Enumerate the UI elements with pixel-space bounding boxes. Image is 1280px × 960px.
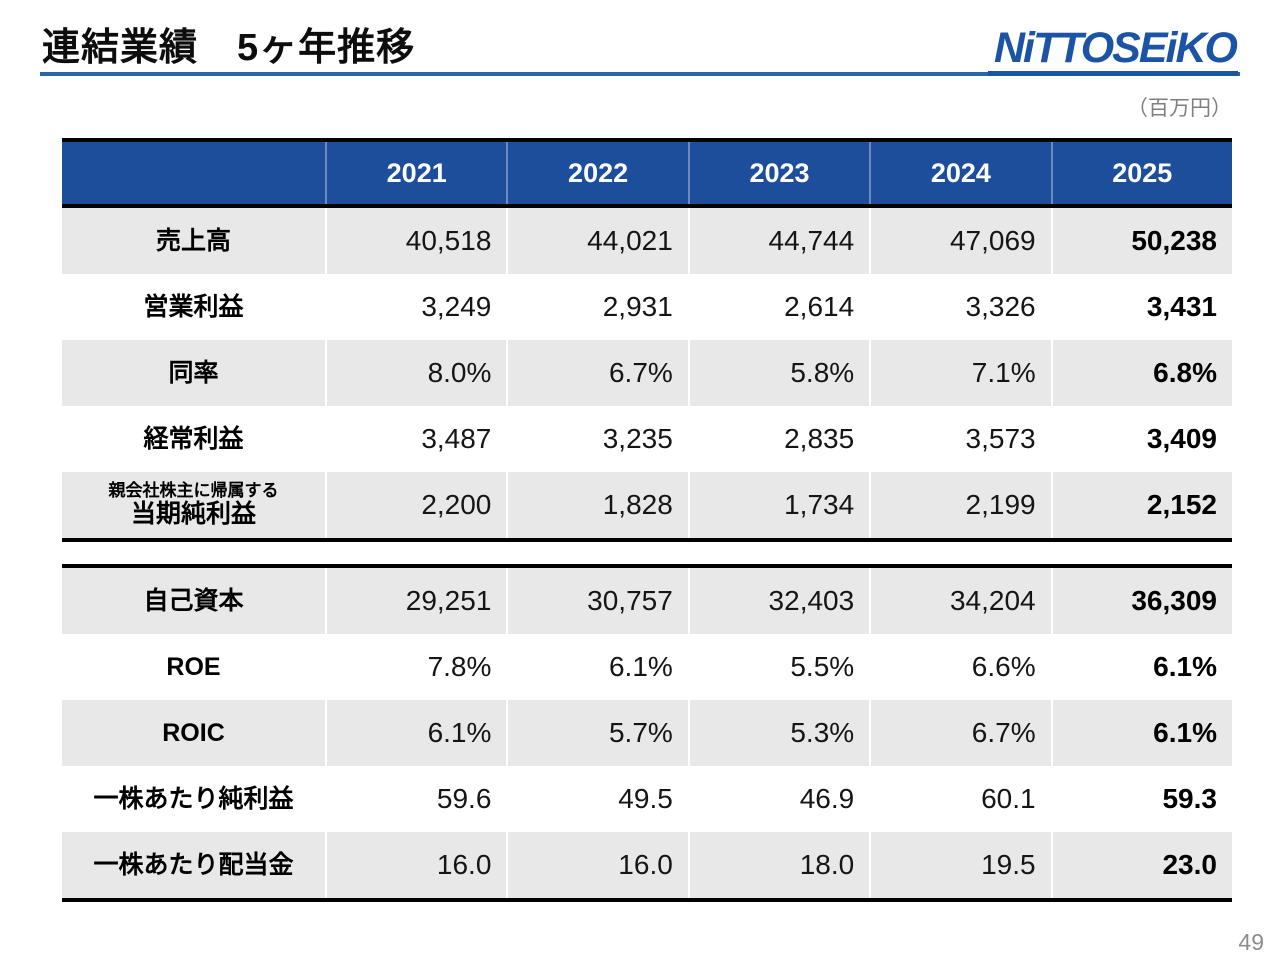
row-label-note: 親会社株主に帰属する (108, 480, 279, 500)
value-cell: 36,309 (1050, 568, 1232, 634)
row-label: 同率 (168, 358, 219, 387)
row-label: ROIC (162, 718, 225, 747)
row-label-main: 当期純利益 (130, 500, 256, 529)
table-row: 一株あたり純利益 59.6 49.5 46.9 60.1 59.3 (62, 766, 1232, 832)
table-row: 営業利益 3,249 2,931 2,614 3,326 3,431 (62, 274, 1232, 340)
slide-title: 連結業績 5ヶ年推移 (42, 27, 416, 69)
table-row: 一株あたり配当金 16.0 16.0 18.0 19.5 23.0 (62, 832, 1232, 898)
value-cell: 5.5% (687, 634, 869, 700)
value-cell: 47,069 (869, 208, 1050, 274)
value-cell: 2,931 (506, 274, 687, 340)
section-gap (62, 542, 1232, 564)
value-cell: 6.1% (1050, 700, 1232, 766)
value-cell: 29,251 (325, 568, 506, 634)
value-cell: 6.6% (869, 634, 1050, 700)
year-cell: 2025 (1050, 142, 1232, 204)
value-cell: 3,235 (506, 406, 687, 472)
page-number: 49 (1238, 929, 1264, 955)
year-cell: 2023 (687, 142, 869, 204)
table-section-ratios: 自己資本 29,251 30,757 32,403 34,204 36,309 ROE 7.8… (62, 564, 1232, 902)
value-cell: 3,249 (325, 274, 506, 340)
value-cell: 30,757 (506, 568, 687, 634)
value-cell: 2,614 (687, 274, 869, 340)
row-label: 経常利益 (143, 424, 244, 453)
value-cell: 6.7% (869, 700, 1050, 766)
value-cell: 19.5 (869, 832, 1050, 898)
value-cell: 16.0 (506, 832, 687, 898)
table-row: 自己資本 29,251 30,757 32,403 34,204 36,309 (62, 568, 1232, 634)
table-row: ROIC 6.1% 5.7% 5.3% 6.7% 6.1% (62, 700, 1232, 766)
value-cell: 3,487 (325, 406, 506, 472)
value-cell: 44,021 (506, 208, 687, 274)
value-cell: 5.8% (687, 340, 869, 406)
value-cell: 1,828 (506, 472, 687, 538)
value-cell: 8.0% (325, 340, 506, 406)
value-cell: 7.8% (325, 634, 506, 700)
value-cell: 32,403 (687, 568, 869, 634)
table-section-earnings: 売上高 40,518 44,021 44,744 47,069 50,238 営業利益 3,2… (62, 208, 1232, 542)
value-cell: 49.5 (506, 766, 687, 832)
value-cell: 2,199 (869, 472, 1050, 538)
value-cell: 46.9 (687, 766, 869, 832)
value-cell: 3,326 (869, 274, 1050, 340)
table-row: 経常利益 3,487 3,235 2,835 3,573 3,409 (62, 406, 1232, 472)
logo-underline (988, 71, 1238, 76)
value-cell: 59.3 (1050, 766, 1232, 832)
value-cell: 40,518 (325, 208, 506, 274)
row-label: 自己資本 (143, 586, 244, 615)
value-cell: 2,200 (325, 472, 506, 538)
value-cell: 6.1% (1050, 634, 1232, 700)
year-cell: 2021 (325, 142, 506, 204)
value-cell: 16.0 (325, 832, 506, 898)
value-cell: 2,152 (1050, 472, 1232, 538)
row-label: 一株あたり配当金 (93, 850, 294, 879)
header-corner-cell (62, 142, 325, 204)
table-row: ROE 7.8% 6.1% 5.5% 6.6% 6.1% (62, 634, 1232, 700)
row-label: ROE (166, 652, 221, 681)
year-cell: 2022 (506, 142, 687, 204)
row-label: 売上高 (155, 226, 231, 255)
results-table: 2021 2022 2023 2024 2025 売上高 40,518 44,021… (62, 138, 1232, 902)
value-cell: 34,204 (869, 568, 1050, 634)
title-underline (40, 72, 1240, 76)
value-cell: 2,835 (687, 406, 869, 472)
year-header-row: 2021 2022 2023 2024 2025 (62, 138, 1232, 208)
value-cell: 5.3% (687, 700, 869, 766)
year-cell: 2024 (869, 142, 1050, 204)
table-row: 売上高 40,518 44,021 44,744 47,069 50,238 (62, 208, 1232, 274)
value-cell: 60.1 (869, 766, 1050, 832)
row-label: 営業利益 (143, 292, 244, 321)
value-cell: 3,409 (1050, 406, 1232, 472)
value-cell: 6.1% (506, 634, 687, 700)
value-cell: 50,238 (1050, 208, 1232, 274)
value-cell: 59.6 (325, 766, 506, 832)
row-label: 一株あたり純利益 (93, 784, 294, 813)
value-cell: 3,573 (869, 406, 1050, 472)
value-cell: 44,744 (687, 208, 869, 274)
value-cell: 3,431 (1050, 274, 1232, 340)
value-cell: 6.1% (325, 700, 506, 766)
row-label: 親会社株主に帰属する 当期純利益 (62, 472, 325, 538)
unit-note: （百万円） (1127, 97, 1232, 120)
value-cell: 6.7% (506, 340, 687, 406)
table-row: 親会社株主に帰属する 当期純利益 2,200 1,828 1,734 2,199 2,152 (62, 472, 1232, 538)
table-row: 同率 8.0% 6.7% 5.8% 7.1% 6.8% (62, 340, 1232, 406)
company-logo: NiTTOSEiKO (993, 24, 1238, 72)
value-cell: 5.7% (506, 700, 687, 766)
value-cell: 7.1% (869, 340, 1050, 406)
value-cell: 23.0 (1050, 832, 1232, 898)
value-cell: 18.0 (687, 832, 869, 898)
value-cell: 6.8% (1050, 340, 1232, 406)
value-cell: 1,734 (687, 472, 869, 538)
